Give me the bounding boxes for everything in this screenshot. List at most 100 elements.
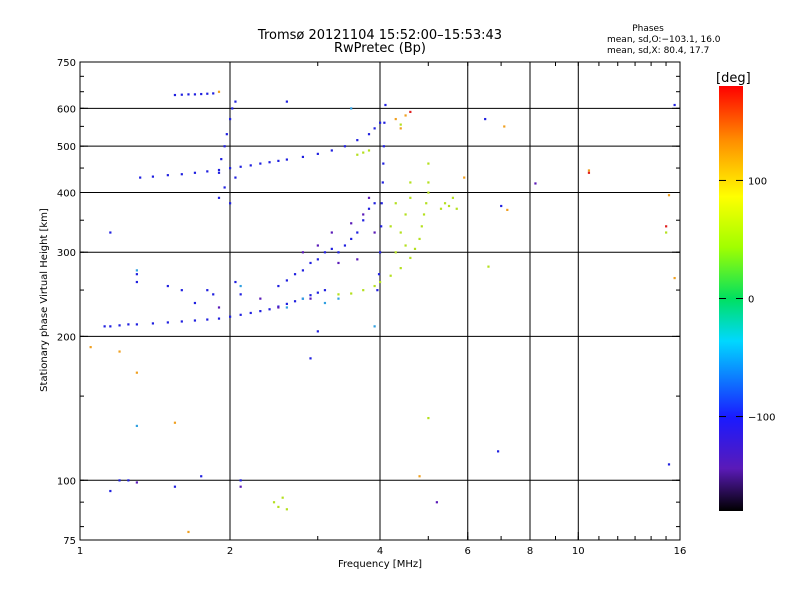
x-tick-label: 2 bbox=[227, 546, 233, 557]
data-point bbox=[180, 320, 183, 323]
y-tick-label: 750 bbox=[57, 58, 76, 69]
data-point bbox=[277, 505, 280, 509]
data-point bbox=[427, 162, 430, 165]
data-point bbox=[301, 297, 305, 300]
data-point bbox=[309, 294, 312, 297]
data-point bbox=[500, 204, 503, 208]
data-point bbox=[135, 273, 138, 276]
data-point bbox=[337, 251, 340, 254]
data-point bbox=[259, 162, 262, 165]
y-tick-label: 100 bbox=[57, 476, 76, 487]
data-point bbox=[200, 475, 203, 478]
data-point bbox=[135, 280, 138, 284]
data-point bbox=[193, 93, 197, 96]
data-point bbox=[382, 145, 385, 148]
data-point bbox=[435, 501, 438, 504]
x-tick-label: 16 bbox=[674, 546, 687, 557]
data-point bbox=[323, 301, 327, 305]
data-point bbox=[373, 127, 376, 130]
data-point bbox=[193, 319, 197, 322]
data-point bbox=[587, 171, 591, 174]
data-point bbox=[212, 92, 215, 95]
data-point bbox=[362, 151, 365, 154]
data-point bbox=[399, 127, 402, 130]
data-point bbox=[484, 117, 487, 121]
data-point bbox=[173, 485, 177, 488]
y-tick-label: 75 bbox=[63, 536, 76, 547]
data-point bbox=[379, 251, 382, 254]
data-point bbox=[135, 269, 138, 272]
data-point bbox=[337, 297, 340, 300]
data-point bbox=[212, 293, 215, 296]
data-point bbox=[151, 322, 155, 325]
data-point bbox=[534, 182, 537, 185]
data-point bbox=[337, 293, 340, 296]
data-point bbox=[293, 300, 297, 303]
data-point bbox=[229, 167, 232, 170]
data-point bbox=[350, 292, 353, 295]
data-point bbox=[285, 279, 288, 282]
data-point bbox=[439, 207, 443, 210]
data-point bbox=[217, 90, 221, 93]
data-point bbox=[409, 256, 412, 260]
data-point bbox=[301, 155, 305, 159]
data-point bbox=[384, 103, 387, 107]
data-point bbox=[323, 289, 327, 292]
data-point bbox=[463, 176, 466, 179]
data-point bbox=[427, 181, 430, 184]
data-point bbox=[239, 284, 242, 288]
data-point bbox=[217, 317, 221, 320]
data-point bbox=[330, 149, 333, 152]
data-point bbox=[309, 297, 312, 300]
x-tick-label: 8 bbox=[527, 546, 533, 557]
data-point bbox=[206, 170, 209, 173]
data-point bbox=[239, 165, 242, 168]
x-axis-label: Frequency [MHz] bbox=[338, 559, 422, 570]
data-point bbox=[89, 346, 92, 349]
data-point bbox=[259, 297, 262, 300]
data-point bbox=[220, 158, 223, 161]
data-point bbox=[367, 149, 371, 152]
data-point bbox=[239, 313, 242, 316]
phases-line-o: mean, sd,O:−103.1, 16.0 bbox=[607, 35, 721, 45]
colorbar-tick-label: −100 bbox=[748, 413, 775, 424]
data-point bbox=[665, 231, 668, 234]
data-point bbox=[422, 213, 426, 216]
data-point bbox=[404, 114, 407, 117]
data-point bbox=[206, 289, 209, 292]
data-point bbox=[309, 261, 312, 265]
data-point bbox=[249, 311, 252, 315]
data-point bbox=[223, 186, 226, 189]
data-point bbox=[103, 325, 106, 328]
data-point bbox=[272, 501, 276, 504]
data-point bbox=[249, 164, 252, 167]
data-point bbox=[367, 196, 371, 199]
data-point bbox=[373, 231, 376, 234]
data-point bbox=[404, 244, 407, 247]
data-point bbox=[382, 162, 385, 165]
phases-title: Phases bbox=[632, 24, 664, 34]
data-point bbox=[193, 301, 197, 305]
data-point bbox=[268, 161, 271, 164]
data-point bbox=[217, 196, 221, 199]
data-point bbox=[373, 325, 376, 328]
data-point bbox=[350, 222, 353, 225]
data-point bbox=[427, 191, 430, 194]
data-point bbox=[277, 159, 280, 162]
data-point bbox=[223, 145, 226, 148]
data-point bbox=[285, 302, 288, 305]
data-point bbox=[217, 171, 221, 174]
data-point bbox=[187, 530, 190, 534]
data-point bbox=[234, 100, 237, 103]
chart-subtitle: RwPretec (Bp) bbox=[334, 41, 426, 56]
data-point bbox=[268, 308, 271, 311]
data-point bbox=[418, 237, 421, 241]
data-point bbox=[301, 251, 305, 254]
data-point bbox=[665, 225, 668, 228]
data-point bbox=[330, 231, 333, 234]
data-point bbox=[399, 231, 402, 234]
data-point bbox=[451, 196, 455, 199]
data-point bbox=[139, 176, 142, 179]
x-tick-label: 4 bbox=[377, 546, 383, 557]
